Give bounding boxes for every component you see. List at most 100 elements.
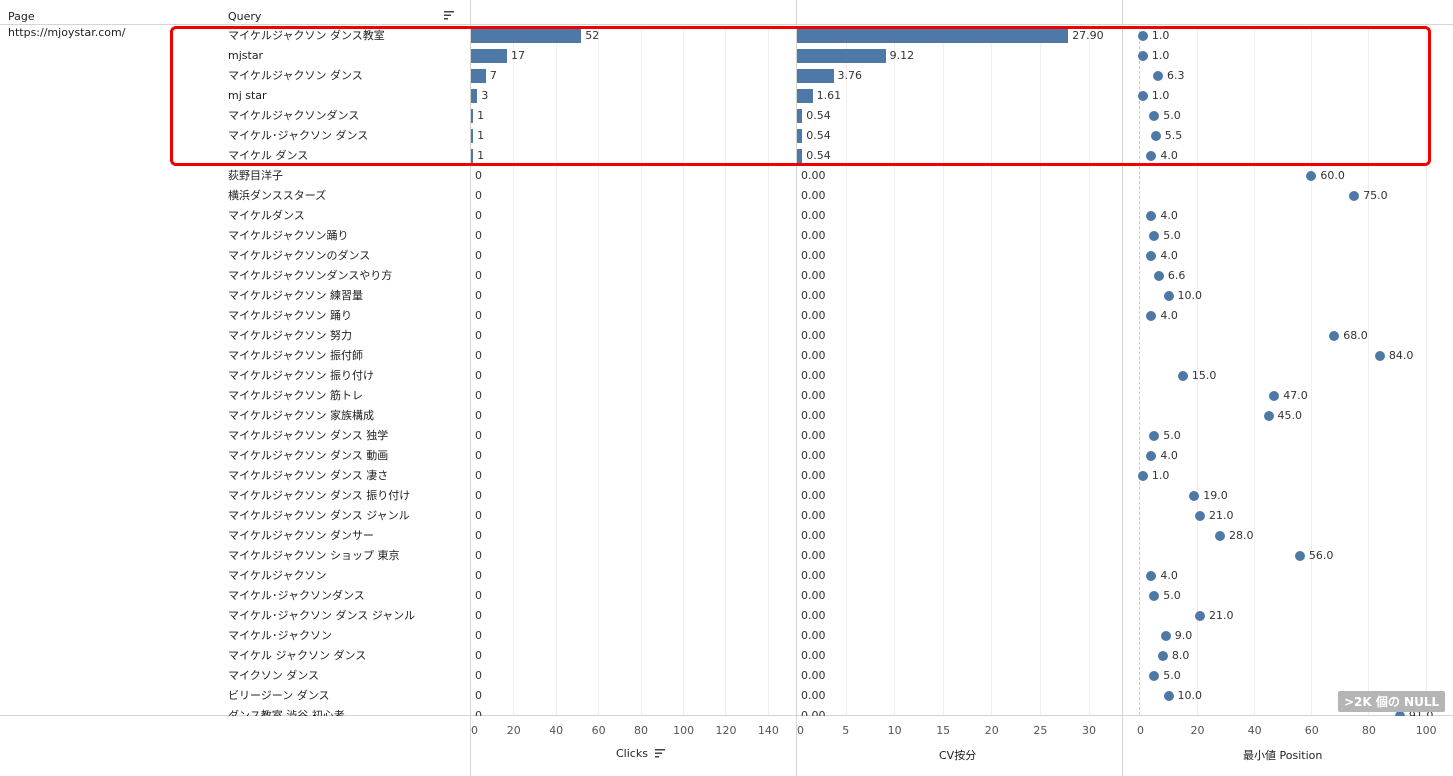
data-label: 0.00	[801, 189, 826, 202]
position-point[interactable]	[1149, 431, 1160, 441]
bar-mark[interactable]	[471, 89, 478, 103]
bar-mark[interactable]	[797, 129, 803, 143]
position-point[interactable]	[1146, 151, 1157, 161]
axis-tick-label: 10	[887, 724, 902, 737]
bar-mark[interactable]	[471, 49, 508, 63]
query-label[interactable]: マイケルジャクソン ダンス 振り付け	[228, 489, 411, 502]
bar-mark[interactable]	[797, 49, 886, 63]
position-point[interactable]	[1194, 611, 1205, 621]
bar-mark[interactable]	[471, 29, 582, 43]
position-point[interactable]	[1149, 591, 1160, 601]
query-label[interactable]: マイケル･ジャクソン	[228, 629, 332, 642]
query-label[interactable]: マイケルジャクソン	[228, 569, 327, 582]
position-point[interactable]	[1157, 651, 1168, 661]
position-point[interactable]	[1152, 71, 1163, 81]
gridline	[513, 26, 515, 715]
sort-icon[interactable]	[655, 748, 666, 761]
bar-mark[interactable]	[471, 109, 474, 123]
position-point[interactable]	[1146, 311, 1157, 321]
position-point[interactable]	[1177, 371, 1188, 381]
query-label[interactable]: ビリージーン ダンス	[228, 689, 330, 702]
data-label: 45.0	[1277, 409, 1303, 422]
query-label[interactable]: マイケルジャクソンダンスやり方	[228, 269, 393, 282]
query-label[interactable]: マイケルジャクソン 振付師	[228, 349, 363, 362]
position-point[interactable]	[1349, 191, 1360, 201]
axis-title-cv: CV按分	[939, 749, 977, 762]
position-point[interactable]	[1137, 31, 1148, 41]
position-point[interactable]	[1137, 51, 1148, 61]
data-label: 0.00	[801, 589, 826, 602]
query-label[interactable]: マイケルジャクソン ショップ 東京	[228, 549, 400, 562]
query-label[interactable]: マイケルジャクソン ダンス	[228, 69, 363, 82]
query-label[interactable]: ダンス教室 渋谷 初心者	[228, 709, 345, 716]
position-point[interactable]	[1394, 711, 1405, 716]
sort-icon[interactable]	[444, 10, 454, 20]
page-column-header[interactable]: Page	[8, 10, 35, 23]
position-point[interactable]	[1189, 491, 1200, 501]
position-point[interactable]	[1146, 571, 1157, 581]
position-point[interactable]	[1149, 231, 1160, 241]
query-label[interactable]: マイケルジャクソンのダンス	[228, 249, 371, 262]
query-label[interactable]: 横浜ダンススターズ	[228, 189, 327, 202]
position-point[interactable]	[1306, 171, 1317, 181]
bar-mark[interactable]	[797, 89, 813, 103]
bar-mark[interactable]	[797, 109, 803, 123]
query-label[interactable]: マイケルジャクソン ダンス 動画	[228, 449, 389, 462]
position-point[interactable]	[1160, 631, 1171, 641]
query-label[interactable]: マイケルジャクソン ダンサー	[228, 529, 374, 542]
query-label[interactable]: マイケルジャクソン 練習量	[228, 289, 363, 302]
query-label[interactable]: マイケルジャクソン 家族構成	[228, 409, 374, 422]
position-point[interactable]	[1149, 671, 1160, 681]
query-label[interactable]: マイケルジャクソン ダンス 凄さ	[228, 469, 389, 482]
bar-mark[interactable]	[797, 29, 1069, 43]
bar-mark[interactable]	[797, 149, 803, 163]
position-point[interactable]	[1329, 331, 1340, 341]
query-label[interactable]: マイケルジャクソン 努力	[228, 329, 352, 342]
query-label[interactable]: マイケル ダンス	[228, 149, 309, 162]
bar-mark[interactable]	[471, 149, 474, 163]
position-point[interactable]	[1146, 211, 1157, 221]
query-label[interactable]: マイケル ジャクソン ダンス	[228, 649, 367, 662]
null-indicator-badge[interactable]: >2K 個の NULL	[1338, 691, 1446, 712]
gridline	[725, 26, 727, 715]
position-point[interactable]	[1137, 471, 1148, 481]
data-label: 6.6	[1167, 269, 1186, 282]
query-label[interactable]: マイケルジャクソン 振り付け	[228, 369, 374, 382]
query-label[interactable]: マイケル･ジャクソンダンス	[228, 589, 365, 602]
position-point[interactable]	[1263, 411, 1274, 421]
query-label[interactable]: マイケルジャクソン ダンス ジャンル	[228, 509, 410, 522]
query-label[interactable]: マイケルジャクソン踊り	[228, 229, 349, 242]
query-label[interactable]: マイクソン ダンス	[228, 669, 320, 682]
query-label[interactable]: マイケルジャクソン 踊り	[228, 309, 352, 322]
position-point[interactable]	[1150, 131, 1161, 141]
query-label[interactable]: mjstar	[228, 49, 264, 62]
position-point[interactable]	[1149, 111, 1160, 121]
query-label[interactable]: マイケルジャクソンダンス	[228, 109, 360, 122]
position-point[interactable]	[1294, 551, 1305, 561]
position-point[interactable]	[1163, 291, 1174, 301]
position-point[interactable]	[1137, 91, 1148, 101]
position-point[interactable]	[1153, 271, 1164, 281]
position-point[interactable]	[1269, 391, 1280, 401]
position-point[interactable]	[1146, 451, 1157, 461]
bar-mark[interactable]	[471, 69, 486, 83]
position-point[interactable]	[1214, 531, 1225, 541]
query-label[interactable]: マイケルジャクソン ダンス教室	[228, 29, 385, 42]
query-label[interactable]: マイケル･ジャクソン ダンス	[228, 129, 369, 142]
query-label[interactable]: マイケルジャクソン 筋トレ	[228, 389, 363, 402]
position-point[interactable]	[1374, 351, 1385, 361]
query-column-header[interactable]: Query	[228, 10, 262, 23]
query-label[interactable]: マイケルジャクソン ダンス 独学	[228, 429, 389, 442]
bar-mark[interactable]	[797, 69, 834, 83]
data-label: 75.0	[1363, 189, 1388, 202]
data-label: 0	[475, 709, 482, 716]
position-point[interactable]	[1194, 511, 1205, 521]
pane-divider-2	[796, 0, 797, 776]
query-label[interactable]: mj star	[228, 89, 267, 102]
query-label[interactable]: マイケルダンス	[228, 209, 305, 222]
position-point[interactable]	[1163, 691, 1174, 701]
query-label[interactable]: 荻野目洋子	[228, 169, 283, 182]
position-point[interactable]	[1146, 251, 1157, 261]
bar-mark[interactable]	[471, 129, 474, 143]
query-label[interactable]: マイケル･ジャクソン ダンス ジャンル	[228, 609, 416, 622]
